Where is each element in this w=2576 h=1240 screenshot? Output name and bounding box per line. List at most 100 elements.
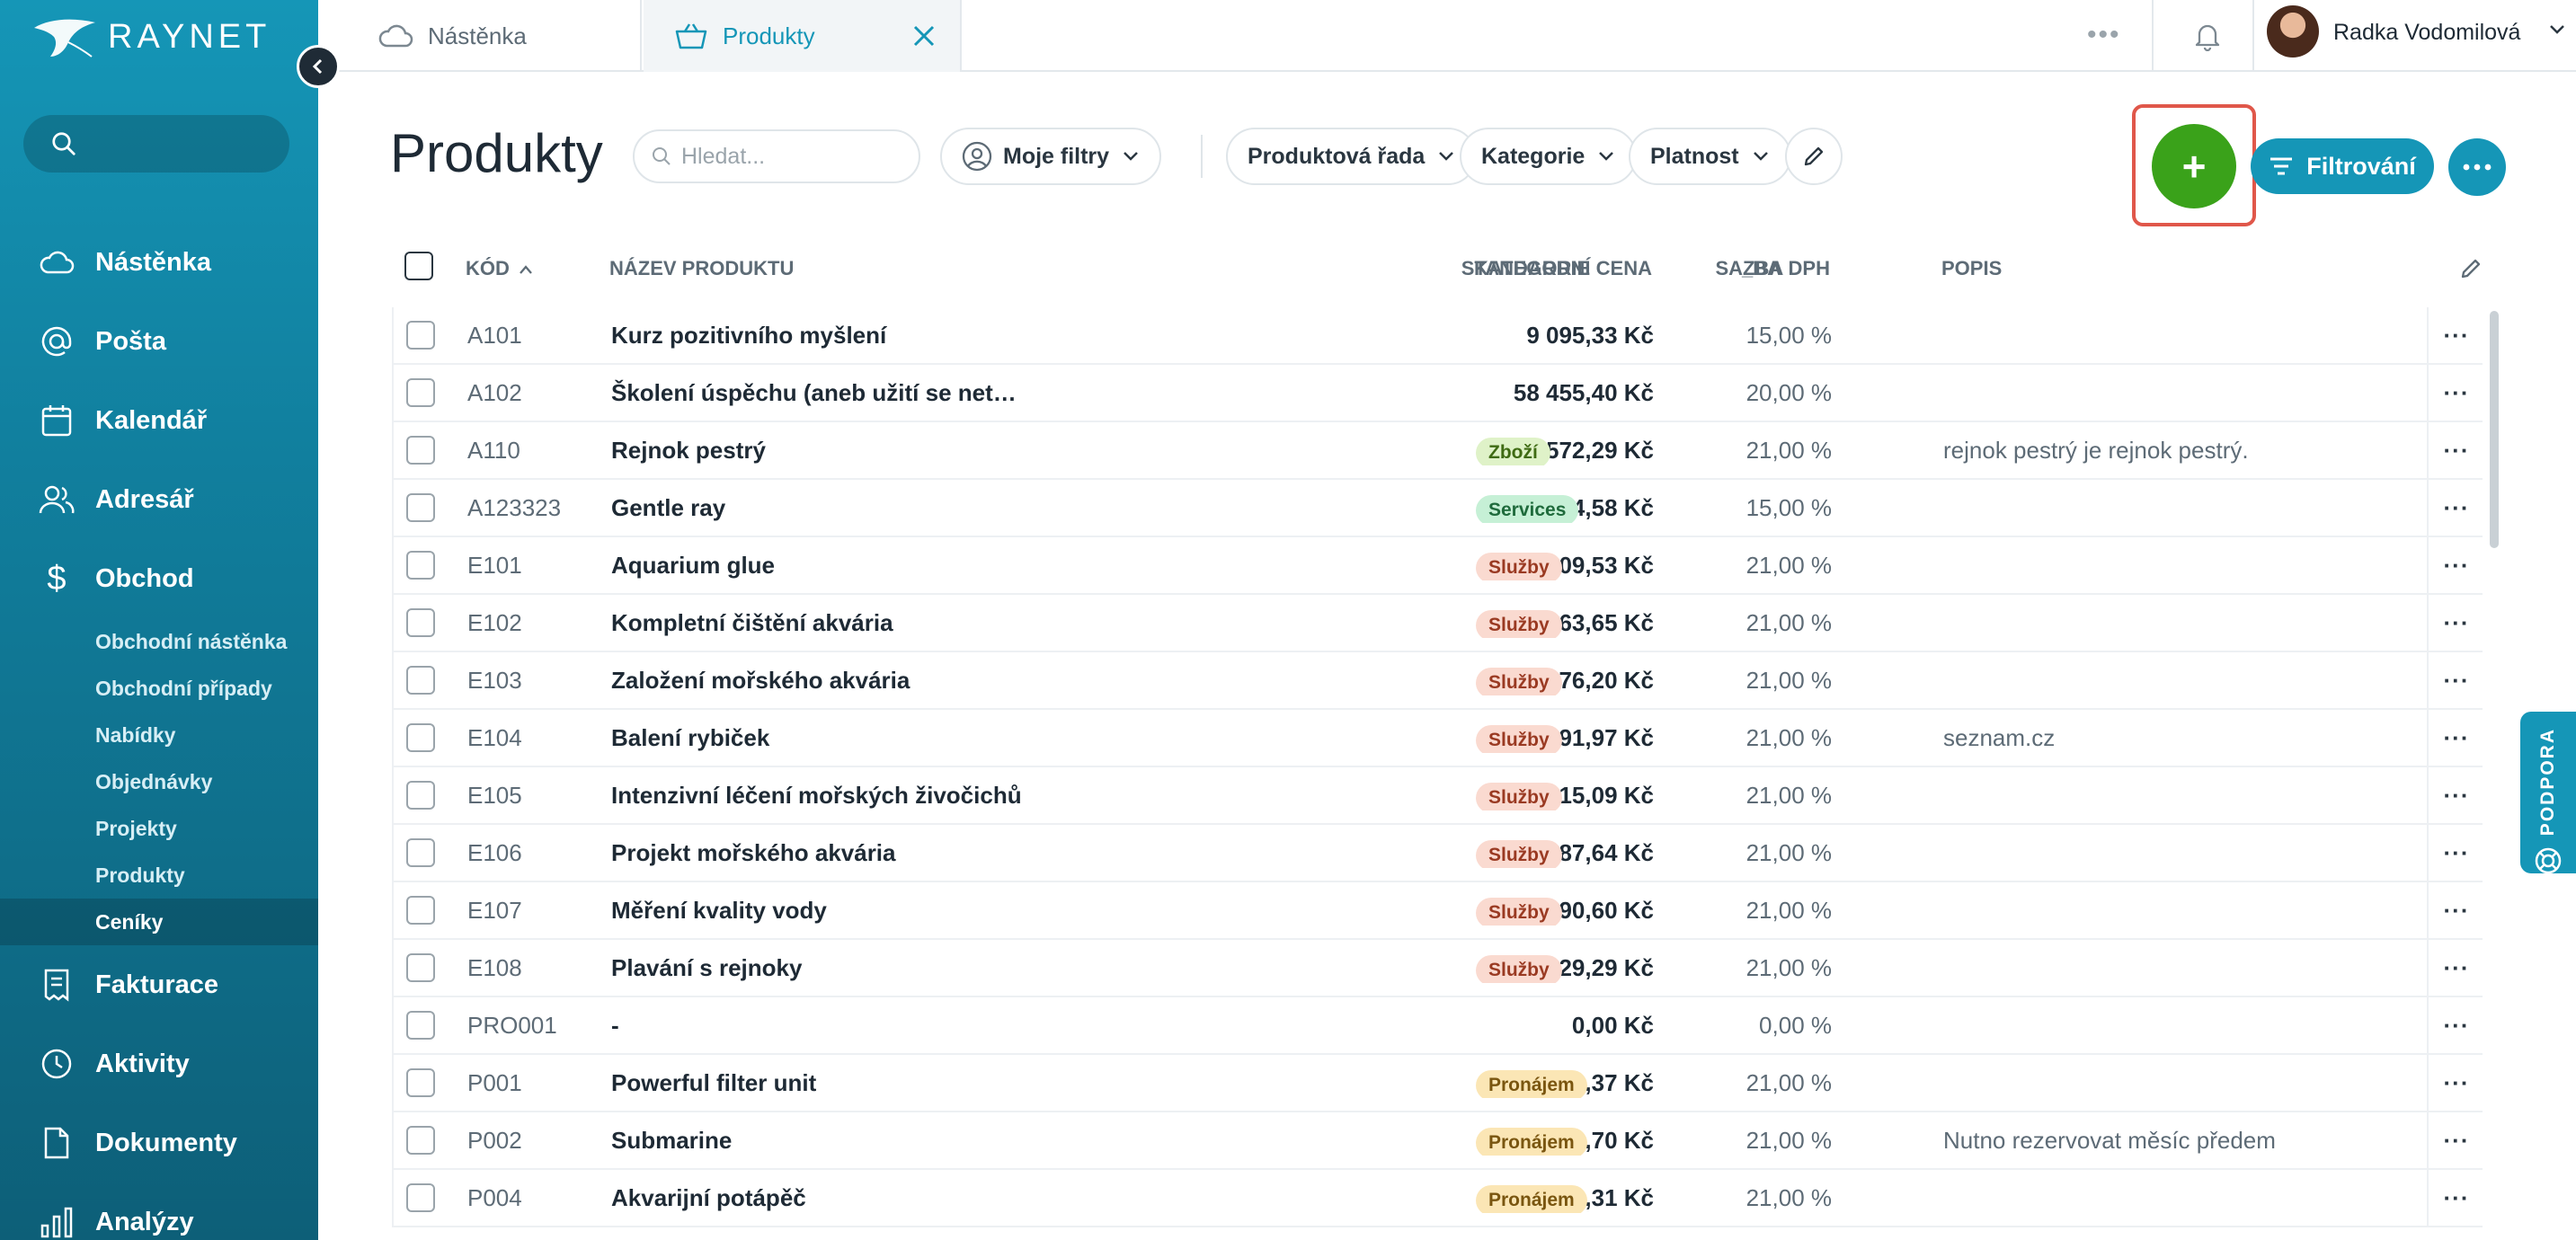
user-name[interactable]: Radka Vodomilová xyxy=(2333,20,2521,45)
row-checkbox[interactable] xyxy=(406,666,435,695)
row-actions-button[interactable]: ··· xyxy=(2427,307,2484,363)
sidebar-subitem-obchodni-pripady[interactable]: Obchodní případy xyxy=(95,676,272,700)
sidebar-subitem-ceniky[interactable]: Ceníky xyxy=(0,899,318,945)
more-tabs-icon[interactable]: ••• xyxy=(2087,20,2121,49)
bell-icon[interactable] xyxy=(2188,16,2227,56)
column-description[interactable]: POPIS xyxy=(1941,257,2003,279)
row-checkbox[interactable] xyxy=(406,1183,435,1212)
row-actions-button[interactable]: ··· xyxy=(2427,480,2484,536)
row-actions-button[interactable]: ··· xyxy=(2427,1055,2484,1111)
row-actions-button[interactable]: ··· xyxy=(2427,710,2484,766)
support-tab[interactable]: PODPORA xyxy=(2520,712,2576,874)
validity-filter[interactable]: Platnost xyxy=(1629,128,1791,185)
table-row[interactable]: A101 Kurz pozitivního myšlení 9 095,33 Kč 1… xyxy=(392,307,2483,365)
checkbox[interactable] xyxy=(406,493,435,522)
checkbox[interactable] xyxy=(406,378,435,407)
checkbox[interactable] xyxy=(406,838,435,867)
row-checkbox[interactable] xyxy=(406,493,435,522)
row-actions-button[interactable]: ··· xyxy=(2427,537,2484,593)
checkbox[interactable] xyxy=(406,723,435,752)
product-name[interactable]: - xyxy=(611,1012,619,1039)
table-row[interactable]: E107 Měření kvality vody 1 890,60 Kč 21,00 … xyxy=(392,882,2483,940)
row-actions-button[interactable]: ··· xyxy=(2427,940,2484,996)
sidebar-subitem-nabidky[interactable]: Nabídky xyxy=(95,722,176,747)
sidebar-item-kalendar[interactable]: Kalendář xyxy=(0,381,318,460)
checkbox[interactable] xyxy=(406,781,435,810)
product-name[interactable]: Balení rybiček xyxy=(611,724,770,751)
column-name[interactable]: NÁZEV PRODUKTU xyxy=(609,257,795,279)
checkbox[interactable] xyxy=(406,896,435,925)
sidebar-item-obchod[interactable]: $ Obchod xyxy=(0,539,318,618)
column-code[interactable]: KÓD xyxy=(466,257,533,280)
product-name[interactable]: Školení úspěchu (aneb užití se netrest… xyxy=(611,379,1025,406)
add-product-button[interactable]: + xyxy=(2152,124,2236,208)
product-line-filter[interactable]: Produktová řada xyxy=(1226,128,1478,185)
row-actions-button[interactable]: ··· xyxy=(2427,1170,2484,1226)
collapse-sidebar-button[interactable] xyxy=(297,45,340,88)
row-checkbox[interactable] xyxy=(406,551,435,580)
product-name[interactable]: Submarine xyxy=(611,1127,733,1154)
sidebar-item-analyzy[interactable]: Analýzy xyxy=(0,1182,318,1240)
product-name[interactable]: Kurz pozitivního myšlení xyxy=(611,322,887,349)
product-name[interactable]: Rejnok pestrý xyxy=(611,437,766,464)
row-actions-button[interactable]: ··· xyxy=(2427,997,2484,1053)
search-input[interactable]: Hledat... xyxy=(633,129,920,183)
avatar[interactable] xyxy=(2267,5,2319,58)
table-row[interactable]: A110 Rejnok pestrý 572,29 Kč 21,00 % Zboží re… xyxy=(392,422,2483,480)
row-checkbox[interactable] xyxy=(406,781,435,810)
row-actions-button[interactable]: ··· xyxy=(2427,767,2484,823)
table-row[interactable]: A102 Školení úspěchu (aneb užití se netre… xyxy=(392,365,2483,422)
sidebar-item-fakturace[interactable]: Fakturace xyxy=(0,945,318,1024)
checkbox[interactable] xyxy=(406,1126,435,1155)
table-row[interactable]: PRO001 - 0,00 Kč 0,00 % ··· xyxy=(392,997,2483,1055)
table-row[interactable]: E105 Intenzivní léčení mořských živočichů… xyxy=(392,767,2483,825)
sidebar-subitem-obchodni-nastenka[interactable]: Obchodní nástěnka xyxy=(95,629,288,653)
row-actions-button[interactable]: ··· xyxy=(2427,365,2484,421)
row-checkbox[interactable] xyxy=(406,378,435,407)
row-actions-button[interactable]: ··· xyxy=(2427,825,2484,881)
product-name[interactable]: Založení mořského akvária xyxy=(611,667,910,694)
row-actions-button[interactable]: ··· xyxy=(2427,882,2484,938)
row-actions-button[interactable]: ··· xyxy=(2427,1112,2484,1168)
sidebar-item-nastenka[interactable]: Nástěnka xyxy=(0,223,318,302)
sidebar-item-adresar[interactable]: Adresář xyxy=(0,460,318,539)
row-actions-button[interactable]: ··· xyxy=(2427,652,2484,708)
checkbox[interactable] xyxy=(406,436,435,465)
product-name[interactable]: Projekt mořského akvária xyxy=(611,839,896,866)
filter-button[interactable]: Filtrování xyxy=(2251,138,2434,194)
sidebar-item-aktivity[interactable]: Aktivity xyxy=(0,1024,318,1103)
sidebar-item-dokumenty[interactable]: Dokumenty xyxy=(0,1103,318,1182)
checkbox[interactable] xyxy=(406,551,435,580)
product-name[interactable]: Powerful filter unit xyxy=(611,1069,817,1096)
product-name[interactable]: Gentle ray xyxy=(611,494,726,521)
table-row[interactable]: E101 Aquarium glue 909,53 Kč 21,00 % Služby ·… xyxy=(392,537,2483,595)
close-icon[interactable] xyxy=(908,20,940,52)
checkbox[interactable] xyxy=(406,1011,435,1040)
row-checkbox[interactable] xyxy=(406,1068,435,1097)
sidebar-search-input[interactable] xyxy=(23,115,289,173)
product-name[interactable]: Kompletní čištění akvária xyxy=(611,609,893,636)
edit-columns-icon[interactable] xyxy=(2459,257,2483,280)
sidebar-subitem-projekty[interactable]: Projekty xyxy=(95,816,177,840)
sidebar-subitem-produkty[interactable]: Produkty xyxy=(95,863,185,887)
row-actions-button[interactable]: ··· xyxy=(2427,422,2484,478)
table-row[interactable]: E108 Plavání s rejnoky 1 829,29 Kč 21,00 % S… xyxy=(392,940,2483,997)
checkbox[interactable] xyxy=(406,1183,435,1212)
product-name[interactable]: Měření kvality vody xyxy=(611,897,827,924)
checkbox[interactable] xyxy=(406,1068,435,1097)
checkbox[interactable] xyxy=(406,666,435,695)
table-row[interactable]: A123323 Gentle ray 1 144,58 Kč 15,00 % Servi… xyxy=(392,480,2483,537)
tab-nastenka[interactable]: Nástěnka xyxy=(345,0,642,72)
my-filters-dropdown[interactable]: Moje filtry xyxy=(940,128,1162,185)
table-row[interactable]: E104 Balení rybiček 91,97 Kč 21,00 % Služby s… xyxy=(392,710,2483,767)
table-row[interactable]: E106 Projekt mořského akvária 45 987,64 Kč… xyxy=(392,825,2483,882)
chevron-down-icon[interactable] xyxy=(2547,20,2567,44)
row-checkbox[interactable] xyxy=(406,1011,435,1040)
category-filter[interactable]: Kategorie xyxy=(1460,128,1638,185)
row-actions-button[interactable]: ··· xyxy=(2427,595,2484,651)
row-checkbox[interactable] xyxy=(406,896,435,925)
column-vat[interactable]: SAZBA DPH xyxy=(1715,257,1830,279)
tab-produkty[interactable]: Produkty xyxy=(644,0,962,72)
